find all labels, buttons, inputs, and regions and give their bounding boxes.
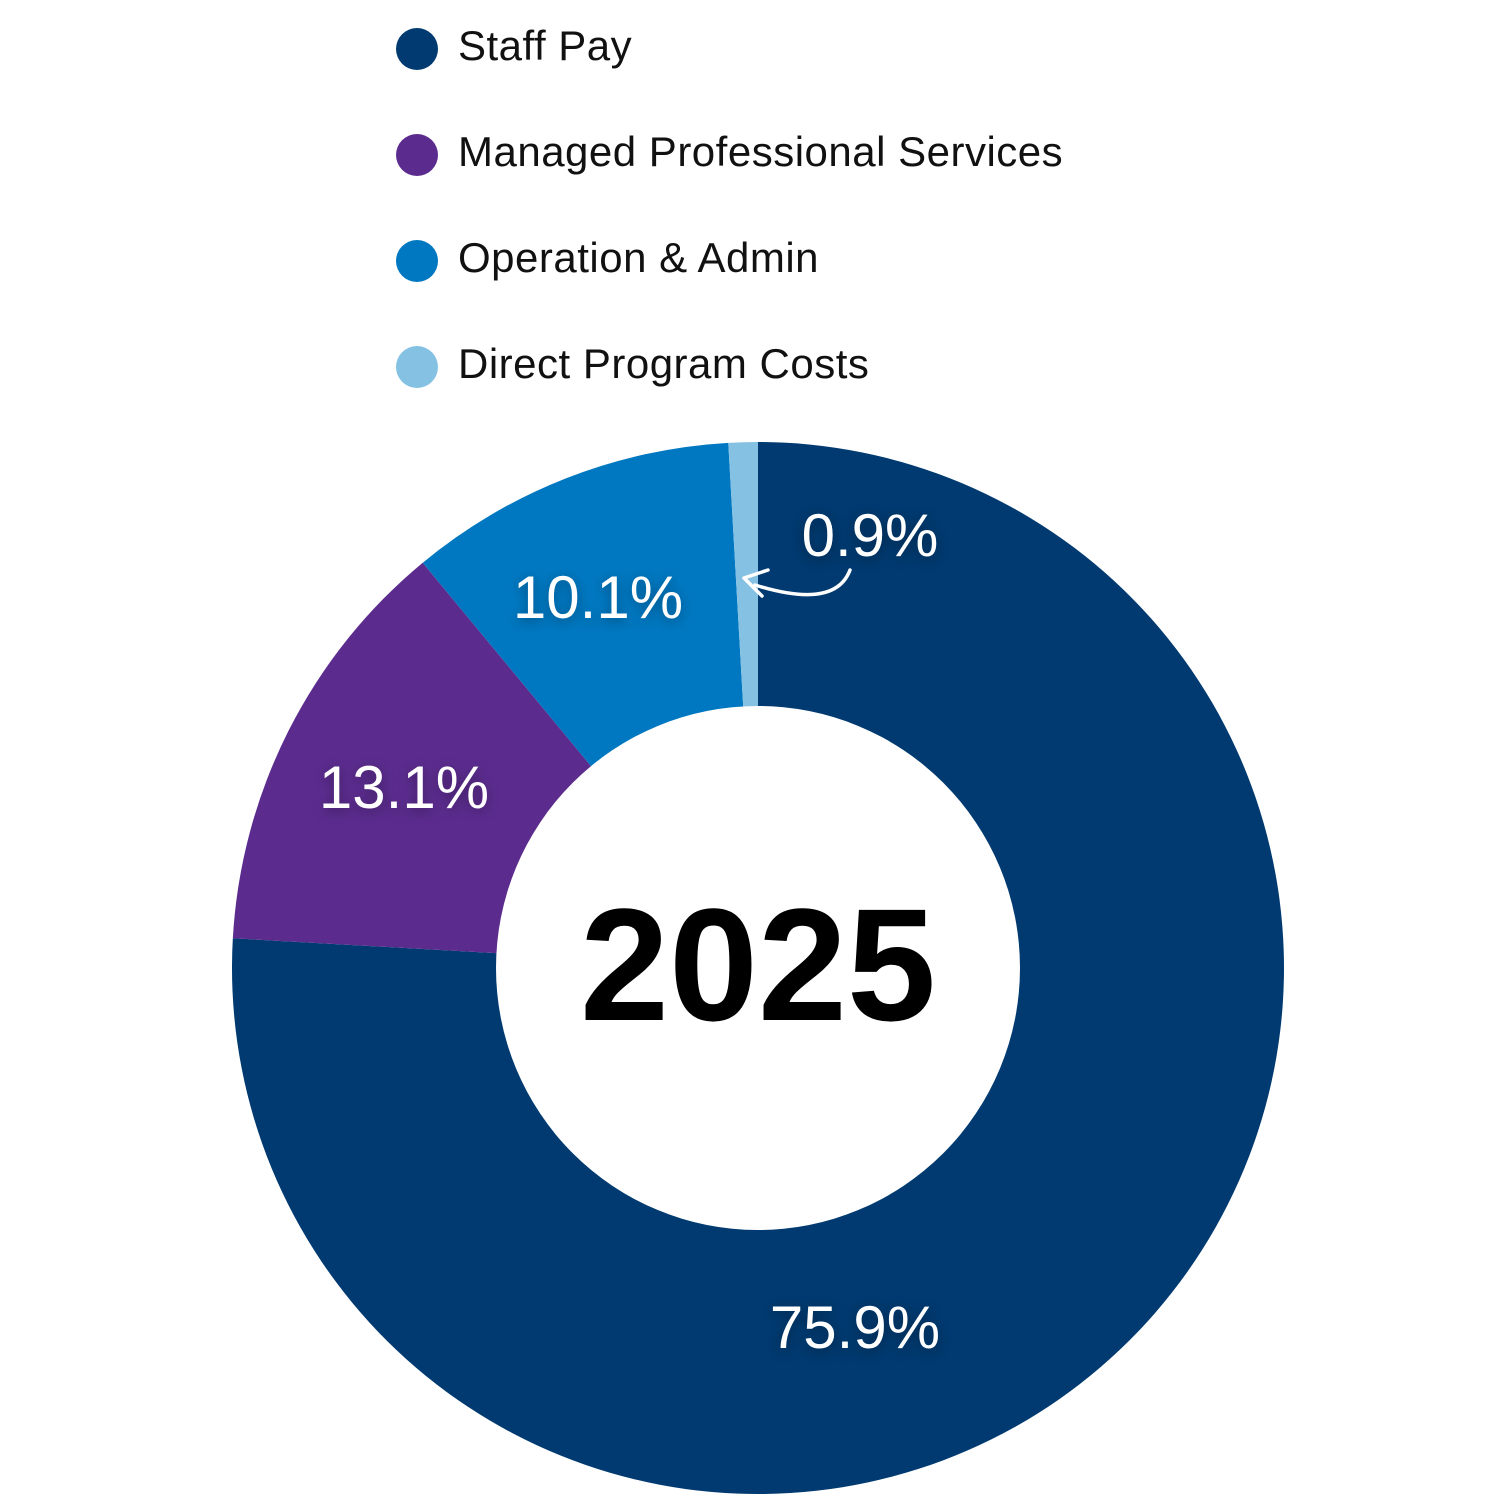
data-label-staff-pay: 75.9% [770,1294,940,1361]
callout-arrow-line [753,568,852,597]
data-label-direct-program-costs: 0.9% [802,502,939,569]
donut-hole [496,706,1020,1230]
legend-label: Staff Pay [458,22,633,69]
legend-swatch-operation-admin [396,240,438,282]
legend-label: Managed Professional Services [458,128,1064,175]
legend-swatch-direct-program-costs [396,346,438,388]
legend-label: Operation & Admin [458,234,820,281]
data-label-operation-admin: 10.1% [513,564,683,631]
legend-label: Direct Program Costs [458,340,870,387]
data-label-managed-professional-services: 13.1% [319,754,489,821]
legend-swatch-managed-professional-services [396,134,438,176]
center-year-label: 2025 [580,875,936,1054]
callout-arrow-head [742,568,770,598]
legend-swatch-staff-pay [396,28,438,70]
